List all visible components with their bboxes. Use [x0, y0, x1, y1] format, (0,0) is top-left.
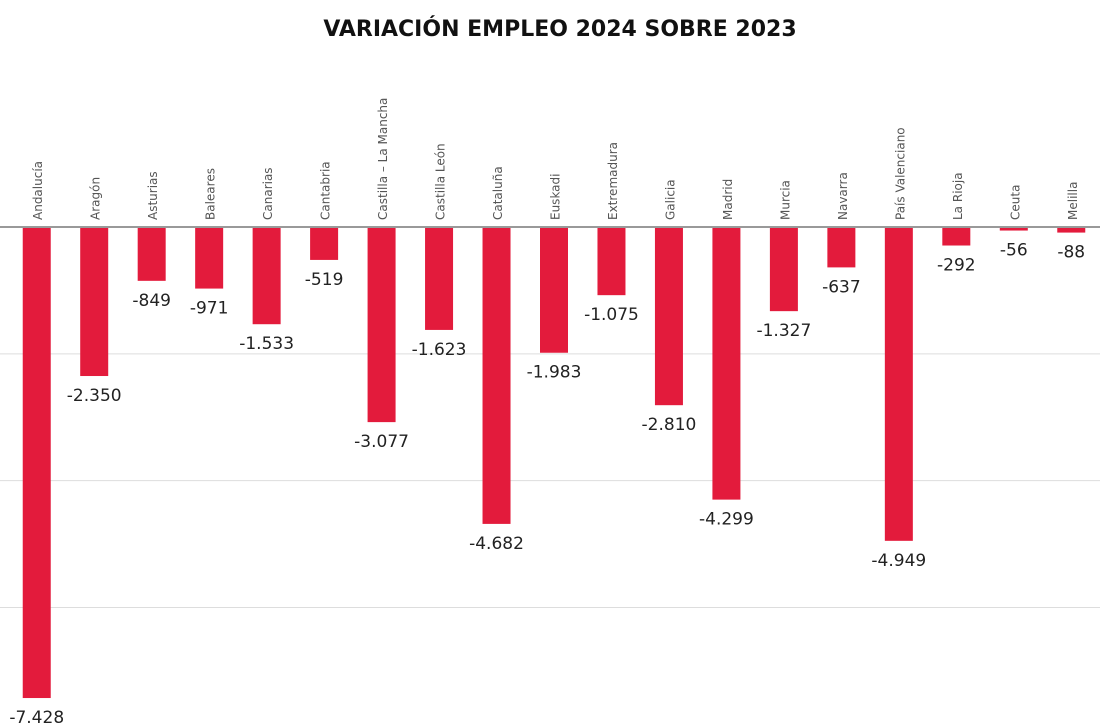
x-tick-label: Galicia: [663, 179, 677, 220]
bar: [137, 227, 166, 281]
bar: [252, 227, 281, 325]
value-label: -292: [937, 256, 976, 276]
chart-title: VARIACIÓN EMPLEO 2024 SOBRE 2023: [323, 16, 796, 42]
value-label: -4.682: [469, 534, 524, 554]
x-tick-label: Asturias: [146, 171, 160, 220]
x-tick-label: Melilla: [1066, 182, 1080, 220]
value-label: -971: [190, 299, 229, 319]
x-tick-label: Extremadura: [606, 142, 620, 220]
bar: [540, 227, 568, 353]
value-label: -2.350: [67, 386, 122, 406]
value-label: -849: [132, 291, 171, 311]
bar: [22, 227, 51, 699]
value-label: -88: [1057, 243, 1085, 263]
value-label: -1.075: [584, 305, 639, 325]
value-label: -637: [822, 277, 861, 297]
bar: [769, 227, 798, 312]
x-tick-label: Castilla León: [434, 143, 448, 220]
value-label: -2.810: [642, 415, 697, 435]
x-tick-label: Cantabria: [319, 161, 333, 220]
x-tick-label: Canarias: [261, 167, 275, 220]
value-label: -3.077: [354, 432, 409, 452]
bar: [425, 227, 454, 330]
value-label: -4.949: [871, 551, 926, 571]
value-label: -4.299: [699, 510, 754, 530]
x-tick-label: País Valenciano: [893, 127, 907, 220]
x-tick-label: Madrid: [721, 179, 735, 220]
x-tick-label: Castilla – La Mancha: [376, 98, 390, 220]
x-tick-label: Murcia: [778, 180, 792, 220]
bar: [195, 227, 224, 289]
bar: [884, 227, 913, 541]
x-tick-label: Ceuta: [1008, 185, 1022, 220]
x-tick-label: Euskadi: [549, 174, 563, 220]
value-label: -1.623: [412, 340, 467, 360]
bar: [482, 227, 511, 524]
bar: [1057, 227, 1086, 233]
value-label: -7.428: [9, 708, 64, 726]
x-tick-label: Andalucía: [31, 161, 45, 220]
value-label: -1.327: [756, 321, 811, 341]
bar: [80, 227, 109, 377]
bar: [999, 227, 1028, 231]
value-label: -56: [1000, 241, 1028, 261]
value-label: -1.983: [527, 363, 582, 383]
x-tick-label: Aragón: [89, 177, 103, 220]
x-tick-label: Cataluña: [491, 166, 505, 220]
value-label: -1.533: [239, 334, 294, 354]
bar: [310, 227, 339, 260]
x-tick-label: Navarra: [836, 172, 850, 220]
value-label: -519: [305, 270, 344, 290]
bar: [654, 227, 683, 406]
bar: [597, 227, 626, 296]
bar: [367, 227, 396, 423]
bar: [712, 227, 741, 500]
x-tick-label: La Rioja: [951, 172, 965, 220]
bar: [942, 227, 971, 246]
bar: [827, 227, 856, 268]
x-tick-label: Baleares: [204, 168, 218, 220]
